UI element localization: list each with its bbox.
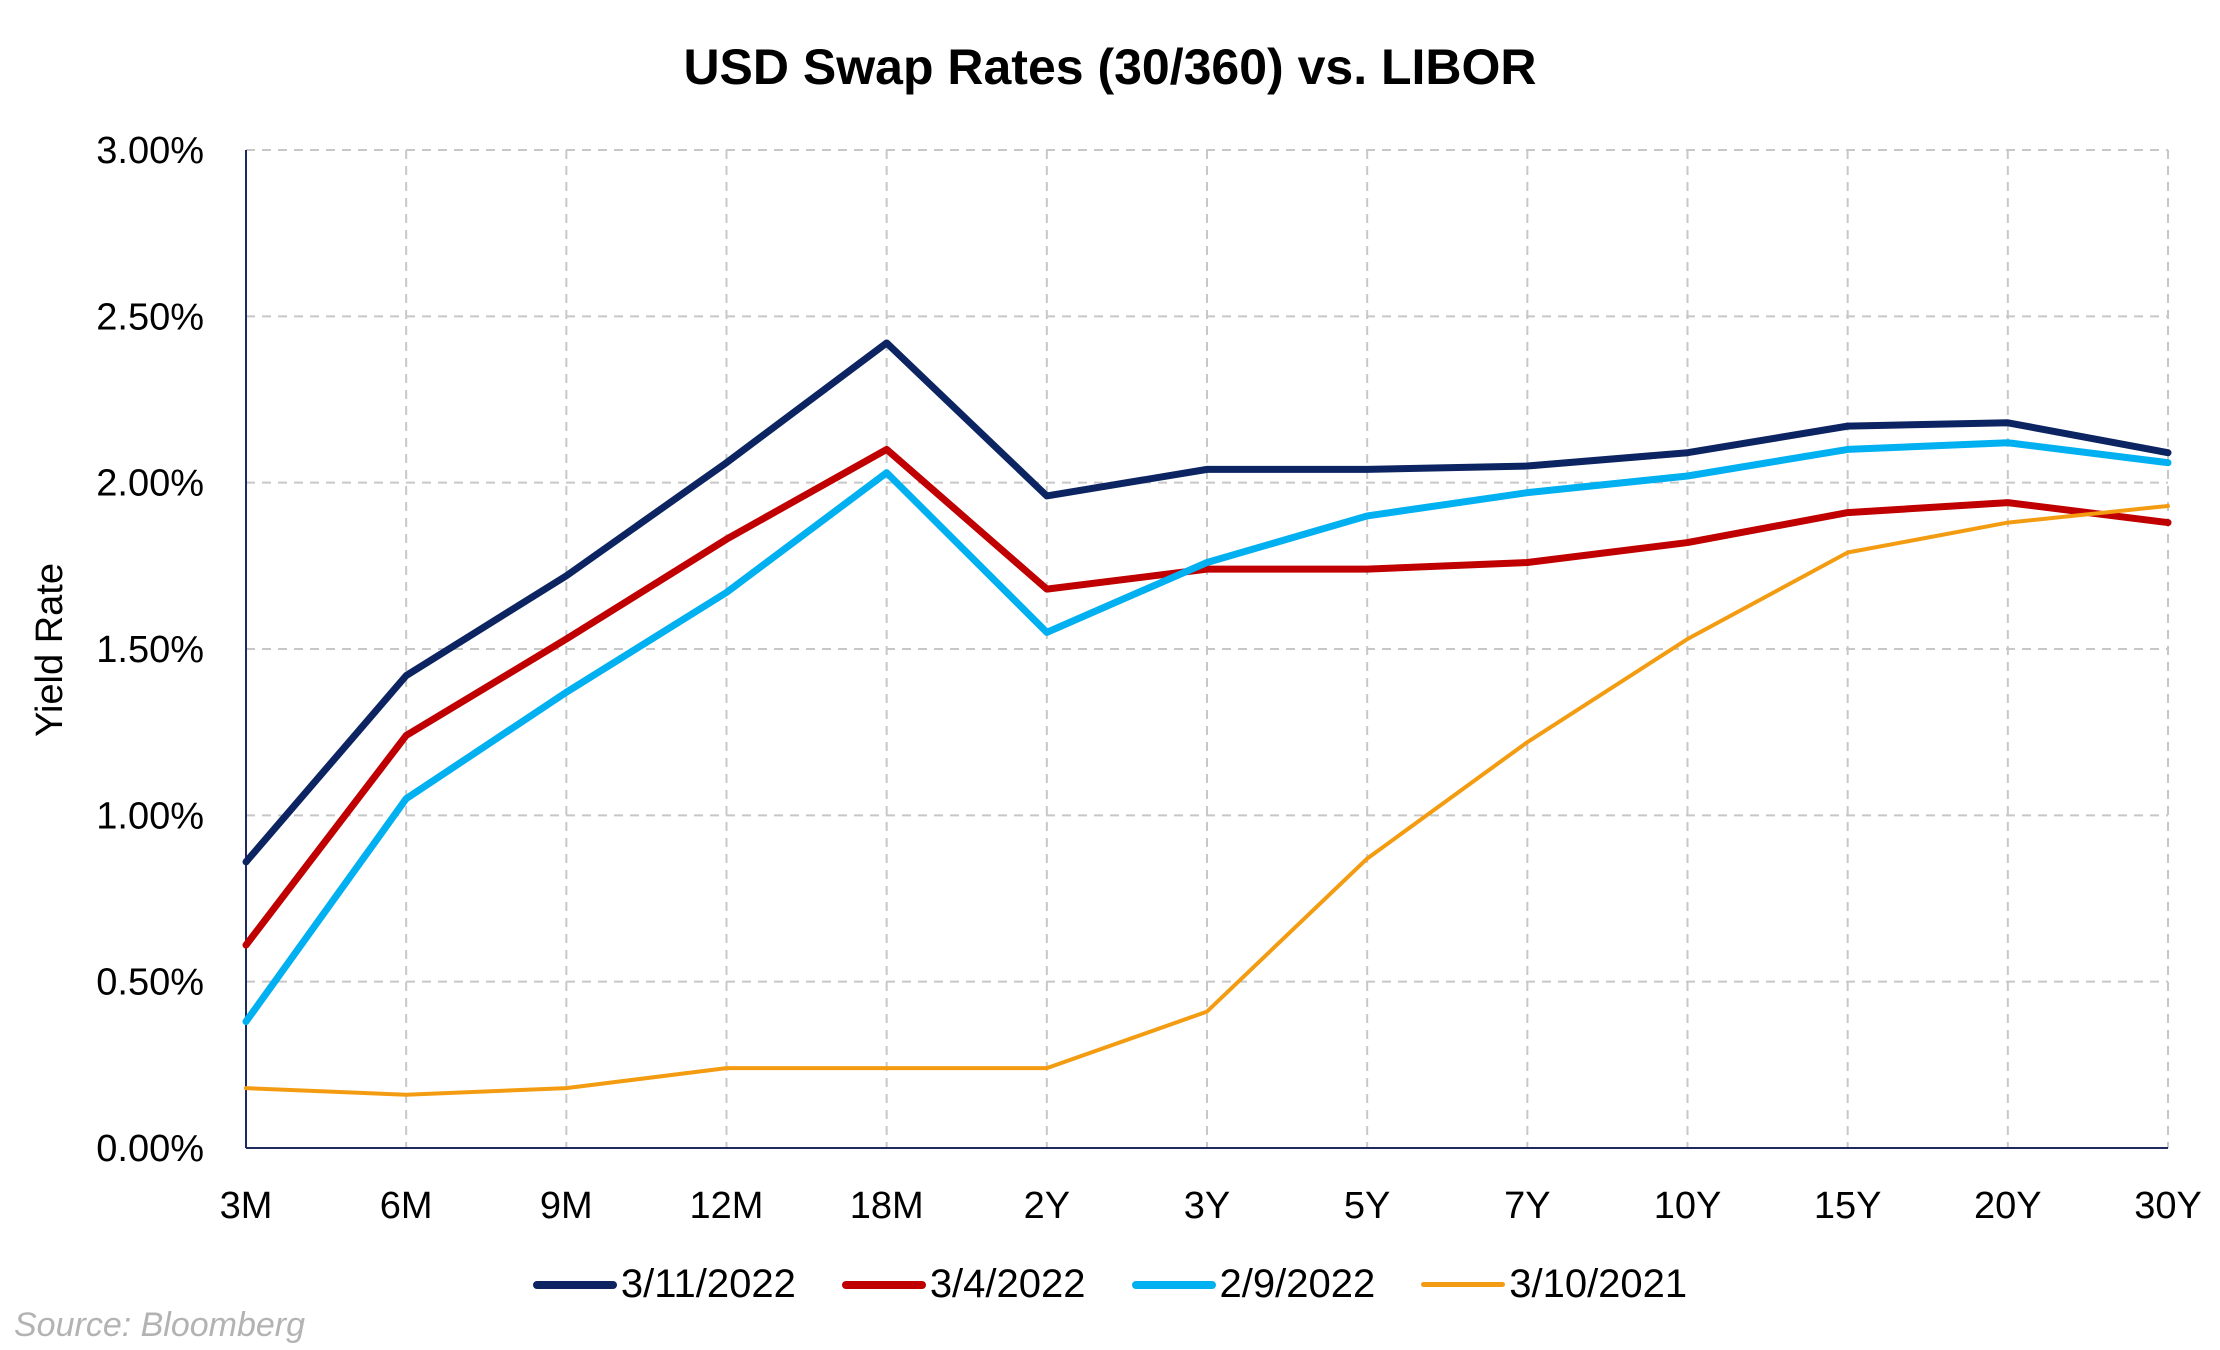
legend-label: 2/9/2022 bbox=[1219, 1262, 1376, 1306]
gridlines bbox=[246, 149, 2169, 1148]
legend-label: 3/10/2021 bbox=[1509, 1262, 1688, 1306]
axes: 0.00% 0.50% 1.00% 1.50% 2.00% 2.50% 3.00% 3M 6M 9… bbox=[96, 130, 2202, 1227]
x-tick-label: 18M bbox=[850, 1185, 924, 1227]
x-tick-label: 7Y bbox=[1504, 1185, 1550, 1227]
x-tick-label: 3Y bbox=[1184, 1185, 1230, 1227]
legend-swatch bbox=[841, 1280, 926, 1289]
legend-swatch bbox=[1421, 1282, 1506, 1287]
legend-label: 3/4/2022 bbox=[929, 1262, 1086, 1306]
legend-item: 3/10/2021 bbox=[1421, 1262, 1687, 1307]
y-tick-label: 0.00% bbox=[96, 1128, 204, 1170]
x-tick-label: 5Y bbox=[1344, 1185, 1390, 1227]
legend-label: 3/11/2022 bbox=[620, 1262, 796, 1306]
x-tick-label: 2Y bbox=[1024, 1185, 1070, 1227]
y-tick-label: 2.50% bbox=[96, 296, 204, 338]
y-axis-label: Yield Rate bbox=[29, 563, 71, 737]
x-tick-label: 3M bbox=[220, 1185, 273, 1227]
y-tick-label: 0.50% bbox=[96, 962, 204, 1004]
y-tick-label: 1.50% bbox=[96, 629, 204, 671]
x-tick-label: 20Y bbox=[1974, 1185, 2042, 1227]
y-tick-label: 2.00% bbox=[96, 463, 204, 505]
legend-item: 2/9/2022 bbox=[1131, 1262, 1376, 1307]
series-lines bbox=[242, 339, 2172, 1097]
legend-item: 3/4/2022 bbox=[841, 1262, 1086, 1307]
x-tick-label: 30Y bbox=[2134, 1185, 2202, 1227]
chart-title: USD Swap Rates (30/360) vs. LIBOR bbox=[683, 39, 1537, 95]
x-tick-label: 15Y bbox=[1814, 1185, 1882, 1227]
y-tick-label: 3.00% bbox=[96, 130, 204, 172]
source-note: Source: Bloomberg bbox=[14, 1306, 306, 1344]
legend-swatch bbox=[532, 1280, 617, 1289]
legend-swatch bbox=[1131, 1280, 1216, 1289]
x-tick-label: 6M bbox=[380, 1185, 433, 1227]
x-tick-label: 9M bbox=[540, 1185, 593, 1227]
x-tick-label: 12M bbox=[690, 1185, 764, 1227]
x-tick-label: 10Y bbox=[1654, 1185, 1722, 1227]
legend-item: 3/11/2022 bbox=[532, 1262, 796, 1307]
y-tick-label: 1.00% bbox=[96, 795, 204, 837]
legend: 3/11/2022 3/4/2022 2/9/2022 3/10/2021 bbox=[0, 1262, 2220, 1307]
